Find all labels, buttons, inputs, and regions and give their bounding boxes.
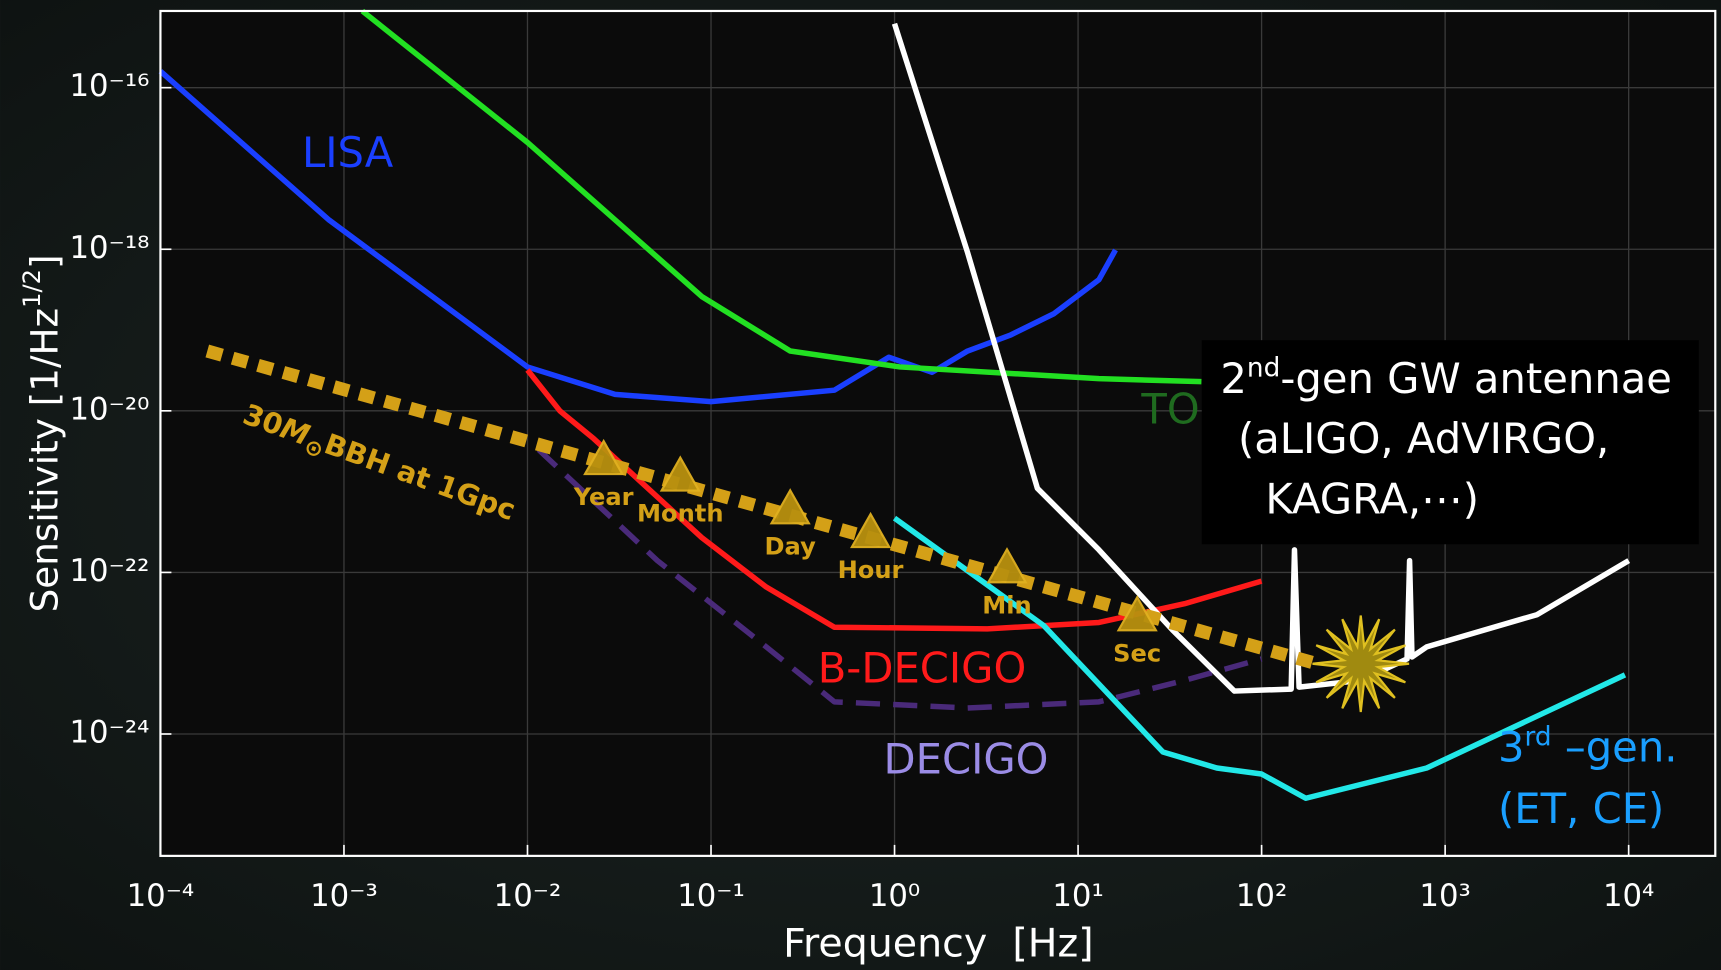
text: 1/2 bbox=[18, 269, 46, 308]
merger-star bbox=[1312, 615, 1409, 712]
text: 3 bbox=[1498, 723, 1525, 772]
bbh-marker-label: Hour bbox=[838, 556, 904, 584]
text: Sensitivity [1/Hz bbox=[22, 308, 66, 613]
third-gen-label: (ET, CE) bbox=[1498, 784, 1664, 833]
x-tick-label: 10⁰ bbox=[869, 878, 920, 914]
page: {"chart_data": { "type": "line", "x_labe… bbox=[0, 0, 1721, 970]
y-tick-label: 10⁻²² bbox=[70, 553, 150, 589]
chart: LISA TOBA (10m) B-DECIGO DECIGO YearMont… bbox=[0, 0, 1721, 970]
x-tick-label: 10⁻⁴ bbox=[127, 878, 195, 914]
y-axis-label: Sensitivity [1/Hz1/2] bbox=[18, 254, 66, 612]
text: ] bbox=[22, 254, 66, 269]
y-tick-label: 10⁻¹⁸ bbox=[70, 230, 150, 266]
bbh-marker-label: Day bbox=[765, 532, 817, 560]
x-tick-label: 10² bbox=[1236, 878, 1287, 914]
y-tick-label: 10⁻¹⁶ bbox=[70, 68, 150, 104]
bbh-marker-label: Year bbox=[573, 483, 634, 511]
bbh-marker-label: Sec bbox=[1113, 639, 1161, 667]
bbh-marker-label: Month bbox=[637, 500, 723, 528]
text: rd bbox=[1525, 722, 1552, 752]
text: nd bbox=[1247, 353, 1280, 383]
x-tick-label: 10⁻¹ bbox=[677, 878, 745, 914]
lisa-label: LISA bbox=[302, 128, 394, 177]
x-tick-label: 10⁻² bbox=[494, 878, 562, 914]
second-gen-label: KAGRA,⋯) bbox=[1265, 475, 1479, 524]
x-tick-label: 10⁴ bbox=[1603, 878, 1654, 914]
text: –gen. bbox=[1552, 723, 1678, 772]
second-gen-label: 2nd-gen GW antennae bbox=[1220, 353, 1672, 403]
text: 2 bbox=[1220, 354, 1247, 403]
bbh-marker-label: Min bbox=[982, 591, 1031, 619]
x-tick-label: 10¹ bbox=[1052, 878, 1103, 914]
y-tick-label: 10⁻²⁰ bbox=[70, 391, 150, 427]
second-gen-label: (aLIGO, AdVIRGO, bbox=[1238, 414, 1609, 463]
x-tick-label: 10³ bbox=[1419, 878, 1470, 914]
text: -gen GW antennae bbox=[1280, 354, 1672, 403]
b-decigo-label: B-DECIGO bbox=[818, 644, 1027, 693]
y-tick-label: 10⁻²⁴ bbox=[70, 714, 150, 750]
x-axis-label: Frequency [Hz] bbox=[783, 920, 1093, 966]
decigo-label: DECIGO bbox=[884, 735, 1049, 784]
x-tick-label: 10⁻³ bbox=[310, 878, 378, 914]
